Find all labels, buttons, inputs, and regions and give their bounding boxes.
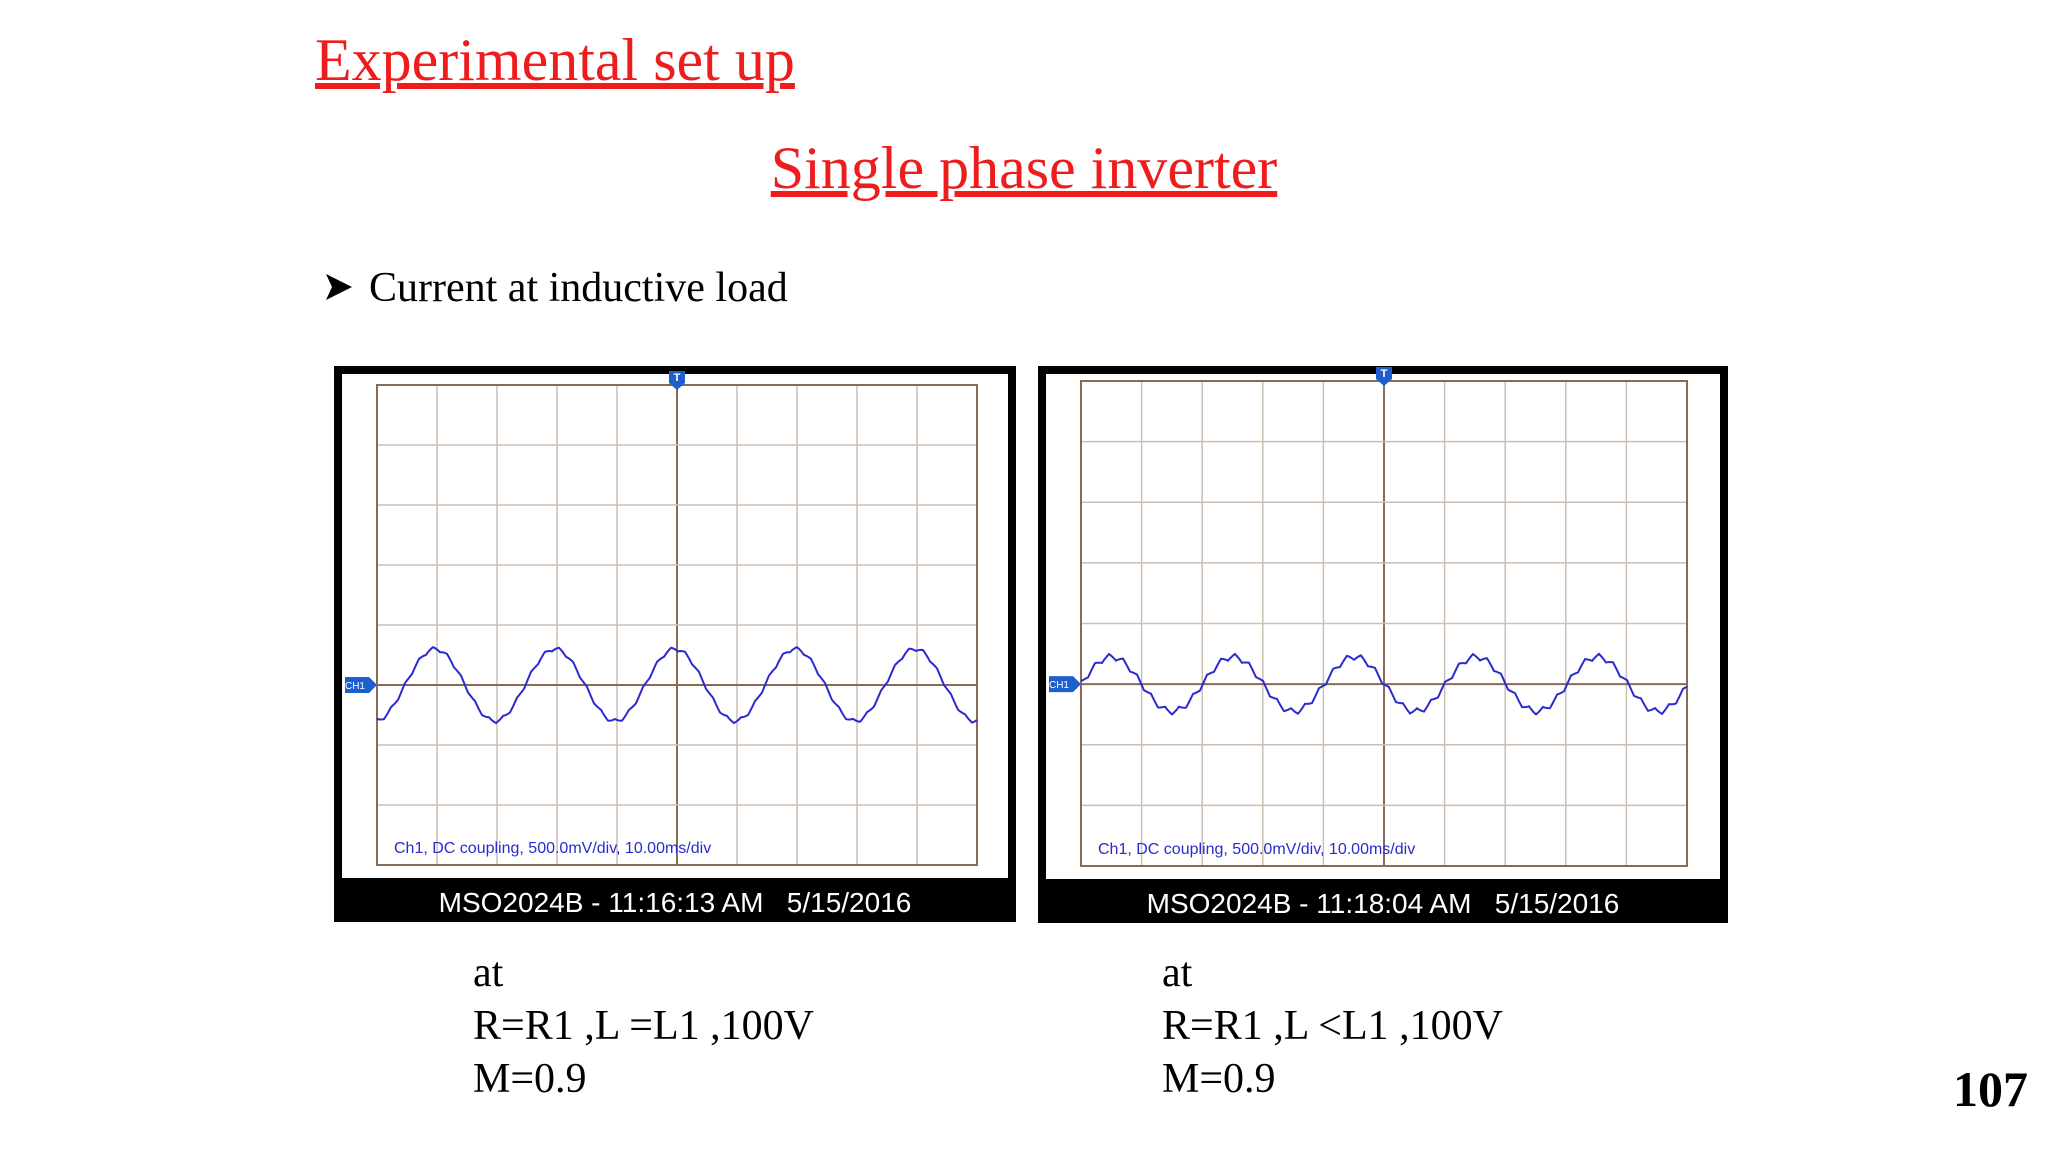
channel-label: CH1 xyxy=(345,681,365,692)
waveform xyxy=(376,646,978,725)
caption-line: M=0.9 xyxy=(473,1056,587,1102)
caption-line: R=R1 ,L <L1 ,100V xyxy=(1162,1003,1503,1049)
trigger-label: T xyxy=(674,372,681,384)
bullet-text: Current at inductive load xyxy=(369,265,788,311)
subtitle: Single phase inverter xyxy=(771,135,1278,201)
scope-settings: Ch1, DC coupling, 500.0mV/div, 10.00ms/d… xyxy=(394,840,711,857)
scope-settings: Ch1, DC coupling, 500.0mV/div, 10.00ms/d… xyxy=(1098,841,1415,858)
caption-line: at xyxy=(1162,950,1193,996)
channel-marker xyxy=(1049,676,1081,693)
trigger-marker xyxy=(1376,367,1392,386)
title: Experimental set up xyxy=(315,27,795,93)
waveform xyxy=(1080,652,1688,716)
caption-line: at xyxy=(473,950,504,996)
scope-screen xyxy=(342,374,1008,878)
channel-marker xyxy=(345,677,377,693)
trigger-label: T xyxy=(1381,368,1388,380)
caption-line: M=0.9 xyxy=(1162,1056,1276,1102)
scope-footer: MSO2024B - 11:18:04 AM 5/15/2016 xyxy=(1147,888,1620,919)
bullet-arrow xyxy=(326,274,352,300)
trigger-marker xyxy=(669,371,685,390)
channel-label: CH1 xyxy=(1049,680,1069,691)
caption-line: R=R1 ,L =L1 ,100V xyxy=(473,1003,814,1049)
scope-footer: MSO2024B - 11:16:13 AM 5/15/2016 xyxy=(439,887,912,918)
page-number: 107 xyxy=(1953,1061,2028,1117)
